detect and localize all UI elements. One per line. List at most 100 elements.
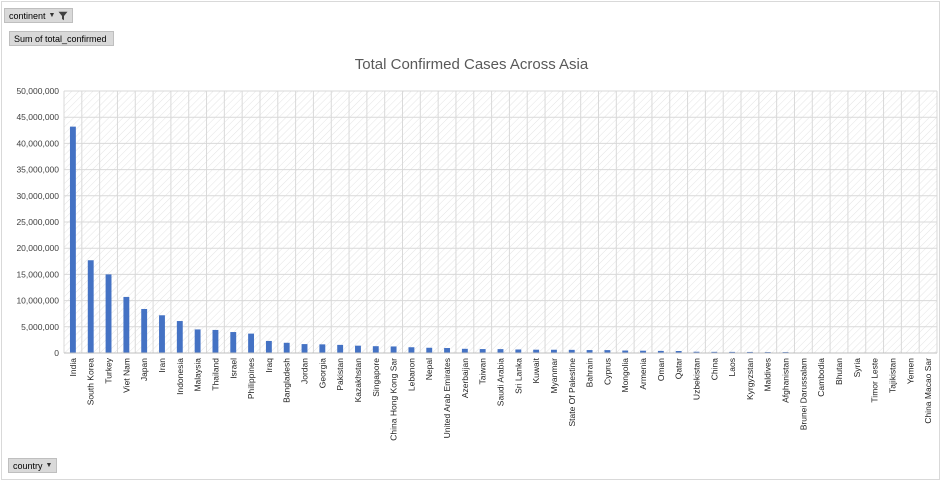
y-tick-label: 50,000,000 bbox=[16, 86, 59, 96]
x-tick-label: Georgia bbox=[317, 358, 327, 389]
x-tick-label: Bahrain bbox=[585, 358, 595, 388]
bar bbox=[283, 342, 290, 353]
value-field-label: Sum of total_confirmed bbox=[14, 33, 107, 44]
bar bbox=[551, 349, 557, 353]
x-tick-label: Uzbekistan bbox=[691, 358, 701, 400]
bar bbox=[586, 350, 593, 353]
continent-filter-button[interactable]: continent ▼ bbox=[4, 8, 74, 23]
bar bbox=[533, 349, 540, 353]
x-tick-label: Philippines bbox=[246, 358, 256, 399]
bar bbox=[123, 296, 130, 353]
bar bbox=[319, 344, 326, 353]
x-tick-label: Kuwait bbox=[531, 357, 541, 383]
y-tick-label: 35,000,000 bbox=[16, 165, 59, 175]
bar bbox=[675, 351, 682, 353]
x-tick-label: Oman bbox=[656, 358, 666, 381]
x-tick-label: Turkey bbox=[104, 357, 114, 383]
bar bbox=[176, 321, 183, 353]
y-tick-label: 40,000,000 bbox=[16, 138, 59, 148]
x-tick-label: Iraq bbox=[264, 358, 274, 373]
x-tick-label: Jordan bbox=[300, 358, 310, 384]
y-axis: 0 5,000,000 10,000,000 15,000,000 20,000,000… bbox=[16, 86, 59, 358]
x-tick-label: Myanmar bbox=[549, 358, 559, 394]
x-tick-label: Bhutan bbox=[834, 358, 844, 385]
bar bbox=[444, 348, 450, 353]
x-tick-label: Yemen bbox=[905, 358, 915, 384]
x-tick-label: Kyrgyzstan bbox=[745, 358, 755, 400]
bar bbox=[69, 126, 76, 353]
bar bbox=[355, 345, 361, 353]
bar bbox=[640, 350, 646, 353]
x-tick-label: Mongolia bbox=[620, 358, 630, 393]
bar bbox=[390, 346, 397, 353]
y-tick-label: 45,000,000 bbox=[16, 112, 59, 122]
bar bbox=[568, 349, 575, 353]
x-tick-label: Cambodia bbox=[816, 358, 826, 397]
bar bbox=[746, 351, 753, 353]
dropdown-arrow-icon: ▼ bbox=[48, 11, 56, 19]
x-tick-label: Brunei Darussalam bbox=[798, 358, 808, 430]
bar bbox=[461, 348, 468, 353]
x-tick-label: United Arab Emirates bbox=[442, 358, 452, 438]
x-tick-label: Pakistan bbox=[335, 358, 345, 391]
y-tick-label: 10,000,000 bbox=[16, 296, 59, 306]
bar bbox=[372, 346, 379, 353]
x-tick-label: Afghanistan bbox=[781, 358, 791, 403]
country-axis-button[interactable]: country ▼ bbox=[8, 458, 58, 473]
country-axis-label: country bbox=[13, 460, 43, 471]
x-tick-label: Japan bbox=[139, 358, 149, 381]
x-tick-label: Sri Lanka bbox=[513, 358, 523, 394]
y-tick-label: 25,000,000 bbox=[16, 217, 59, 227]
chart-title: Total Confirmed Cases Across Asia bbox=[354, 56, 589, 73]
x-tick-label: Indonesia bbox=[175, 358, 185, 395]
x-tick-label: Kazakhstan bbox=[353, 358, 363, 403]
bar bbox=[159, 315, 165, 353]
x-tick-label: Bangladesh bbox=[282, 358, 292, 403]
bar bbox=[105, 274, 112, 353]
bar bbox=[337, 344, 344, 353]
x-tick-label: Cyprus bbox=[602, 358, 612, 385]
x-tick-label: China Hong Kong Sar bbox=[389, 358, 399, 441]
y-tick-label: 15,000,000 bbox=[16, 269, 59, 279]
x-tick-label: China Macao Sar bbox=[923, 358, 933, 424]
x-tick-label: Tajikistan bbox=[887, 358, 897, 393]
y-tick-label: 5,000,000 bbox=[21, 322, 59, 332]
bar bbox=[248, 333, 255, 353]
x-tick-label: China bbox=[709, 358, 719, 380]
bar bbox=[515, 349, 522, 353]
bar bbox=[194, 329, 201, 353]
x-tick-label: Viet Nam bbox=[121, 358, 131, 393]
x-tick-label: Syria bbox=[852, 358, 862, 378]
x-tick-label: Israel bbox=[228, 358, 238, 379]
funnel-icon bbox=[58, 11, 68, 20]
bar bbox=[212, 329, 219, 353]
bar bbox=[408, 347, 415, 353]
x-tick-label: Lebanon bbox=[406, 358, 416, 391]
bar bbox=[301, 344, 308, 353]
x-tick-label: Laos bbox=[727, 358, 737, 376]
value-field-button[interactable]: Sum of total_confirmed bbox=[9, 31, 114, 46]
bars bbox=[69, 126, 789, 353]
x-tick-label: Iran bbox=[157, 358, 167, 373]
bar bbox=[141, 308, 148, 353]
bar bbox=[729, 351, 736, 353]
x-tick-label: Azerbaijan bbox=[460, 358, 470, 398]
bar bbox=[87, 260, 94, 353]
x-tick-label: Malaysia bbox=[193, 358, 203, 392]
dropdown-arrow-icon: ▼ bbox=[45, 461, 53, 469]
bar bbox=[604, 350, 611, 353]
x-tick-label: India bbox=[68, 358, 78, 377]
y-tick-label: 30,000,000 bbox=[16, 191, 59, 201]
continent-filter-label: continent bbox=[9, 10, 46, 21]
x-tick-label: Singapore bbox=[371, 358, 381, 397]
x-tick-label: South Korea bbox=[86, 358, 96, 406]
bar bbox=[230, 332, 237, 353]
bar bbox=[479, 349, 486, 353]
bar bbox=[265, 340, 272, 353]
y-tick-label: 0 bbox=[54, 348, 59, 358]
bar bbox=[711, 351, 718, 353]
x-tick-label: Thailand bbox=[210, 358, 220, 391]
x-tick-label: Armenia bbox=[638, 358, 648, 390]
bar bbox=[497, 349, 504, 353]
bar bbox=[426, 347, 433, 353]
